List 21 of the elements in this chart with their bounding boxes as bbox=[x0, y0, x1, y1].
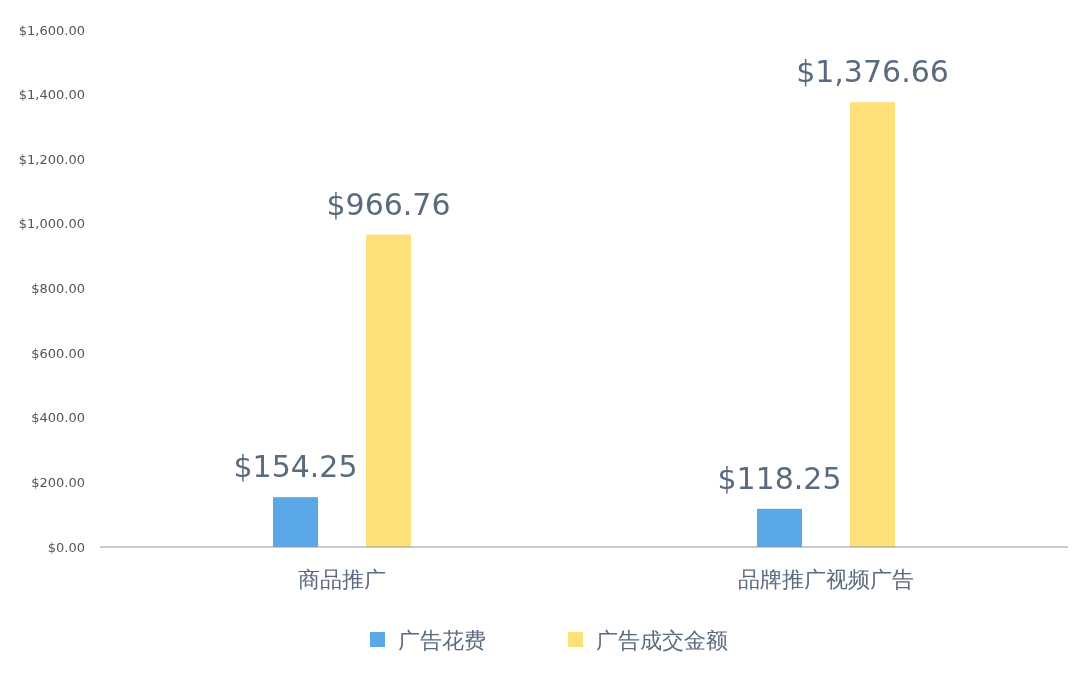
y-tick-label: $1,200.00 bbox=[18, 151, 85, 167]
y-tick-label: $0.00 bbox=[47, 539, 85, 555]
bar bbox=[366, 234, 411, 547]
y-tick-label: $600.00 bbox=[31, 345, 85, 361]
y-tick-label: $800.00 bbox=[31, 281, 85, 297]
data-label: $118.25 bbox=[717, 460, 842, 496]
x-tick-label: 品牌推广视频广告 bbox=[738, 567, 914, 592]
bar bbox=[273, 497, 318, 547]
y-tick-label: $1,600.00 bbox=[18, 22, 85, 38]
y-tick-label: $400.00 bbox=[31, 410, 85, 426]
data-label: $154.25 bbox=[233, 449, 358, 485]
bar bbox=[850, 102, 895, 547]
data-label: $966.76 bbox=[326, 186, 451, 222]
y-tick-label: $200.00 bbox=[31, 474, 85, 490]
legend-label: 广告花费 bbox=[398, 627, 486, 653]
data-label: $1,376.66 bbox=[796, 54, 949, 90]
y-tick-label: $1,400.00 bbox=[18, 87, 85, 103]
x-tick-label: 商品推广 bbox=[298, 567, 386, 592]
legend-label: 广告成交金额 bbox=[596, 627, 728, 653]
bar bbox=[757, 508, 802, 547]
y-tick-label: $1,000.00 bbox=[18, 216, 85, 232]
